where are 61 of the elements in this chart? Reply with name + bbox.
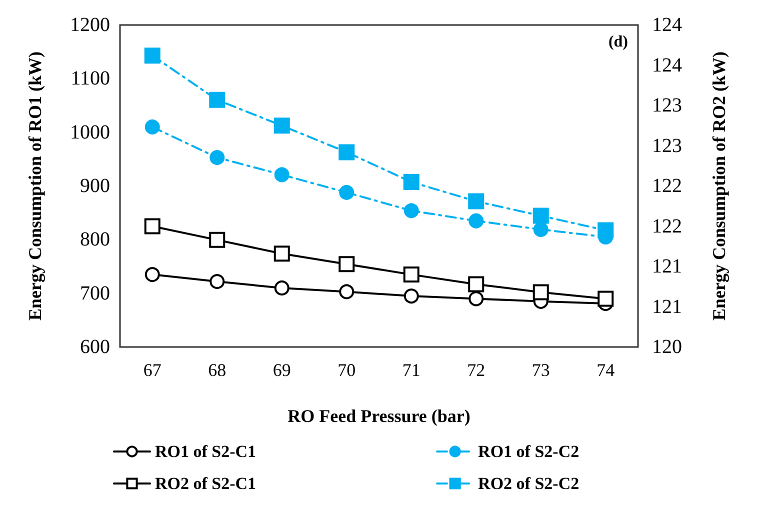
point: [209, 232, 226, 248]
point: [338, 144, 355, 160]
y-tick-label: 1200: [70, 14, 110, 36]
point: [598, 290, 614, 307]
y-tick-label: 700: [80, 282, 110, 304]
point: [532, 284, 549, 300]
x-tick-label: 71: [402, 360, 420, 380]
x-tick-label: 67: [143, 360, 162, 380]
point: [403, 174, 420, 190]
legend-label: RO1 of S2-C1: [155, 442, 256, 461]
x-tick-label: 74: [596, 360, 615, 380]
point: [210, 150, 225, 166]
x-axis-title: RO Feed Pressure (bar): [288, 406, 470, 426]
point: [339, 184, 354, 200]
point: [468, 276, 484, 292]
point: [468, 213, 484, 228]
y2-tick-label: 124: [652, 54, 682, 76]
x-tick-label: 72: [467, 360, 486, 380]
y-axis-title: Energy Consumption of RO1 (kW): [25, 51, 45, 321]
point: [144, 119, 160, 134]
point: [274, 280, 290, 296]
y2-tick-label: 124: [652, 14, 682, 36]
point: [209, 92, 226, 108]
y-tick-label: 800: [80, 228, 110, 251]
point: [144, 48, 160, 64]
y2-tick-label: 123: [652, 94, 682, 116]
y2-axis-title: Energy Consumption of RO2 (kW): [709, 51, 729, 321]
point: [274, 246, 290, 262]
legend-label: RO1 of S2-C2: [478, 442, 580, 461]
point: [404, 203, 419, 218]
x-tick-label: 68: [208, 360, 226, 380]
point: [533, 222, 548, 237]
x-tick-label: 70: [338, 360, 356, 380]
y-tick-label: 900: [80, 175, 110, 197]
annotation: (d): [608, 34, 628, 50]
y2-tick-label: 121: [652, 296, 682, 318]
y2-tick-label: 122: [652, 215, 682, 238]
y2-tick-label: 120: [652, 336, 682, 358]
point: [468, 291, 484, 306]
point: [144, 267, 160, 282]
point: [598, 222, 614, 238]
y2-tick-label: 122: [652, 175, 682, 197]
point: [338, 256, 355, 272]
y-tick-label: 600: [80, 336, 110, 358]
point: [274, 167, 290, 182]
legend-label: RO2 of S2-C2: [478, 474, 580, 493]
y2-tick-label: 123: [652, 134, 682, 157]
legend-label: RO2 of S2-C1: [155, 474, 256, 493]
y-tick-label: 1000: [70, 121, 110, 144]
point: [210, 274, 225, 290]
point: [274, 118, 290, 134]
point: [468, 193, 484, 210]
x-tick-label: 69: [272, 360, 291, 380]
point: [339, 284, 354, 300]
point: [403, 266, 420, 283]
point: [532, 208, 549, 224]
y2-tick-label: 121: [652, 256, 682, 278]
point: [144, 218, 160, 234]
point: [404, 288, 419, 304]
y-tick-label: 1100: [70, 68, 110, 90]
x-tick-label: 73: [532, 360, 550, 380]
